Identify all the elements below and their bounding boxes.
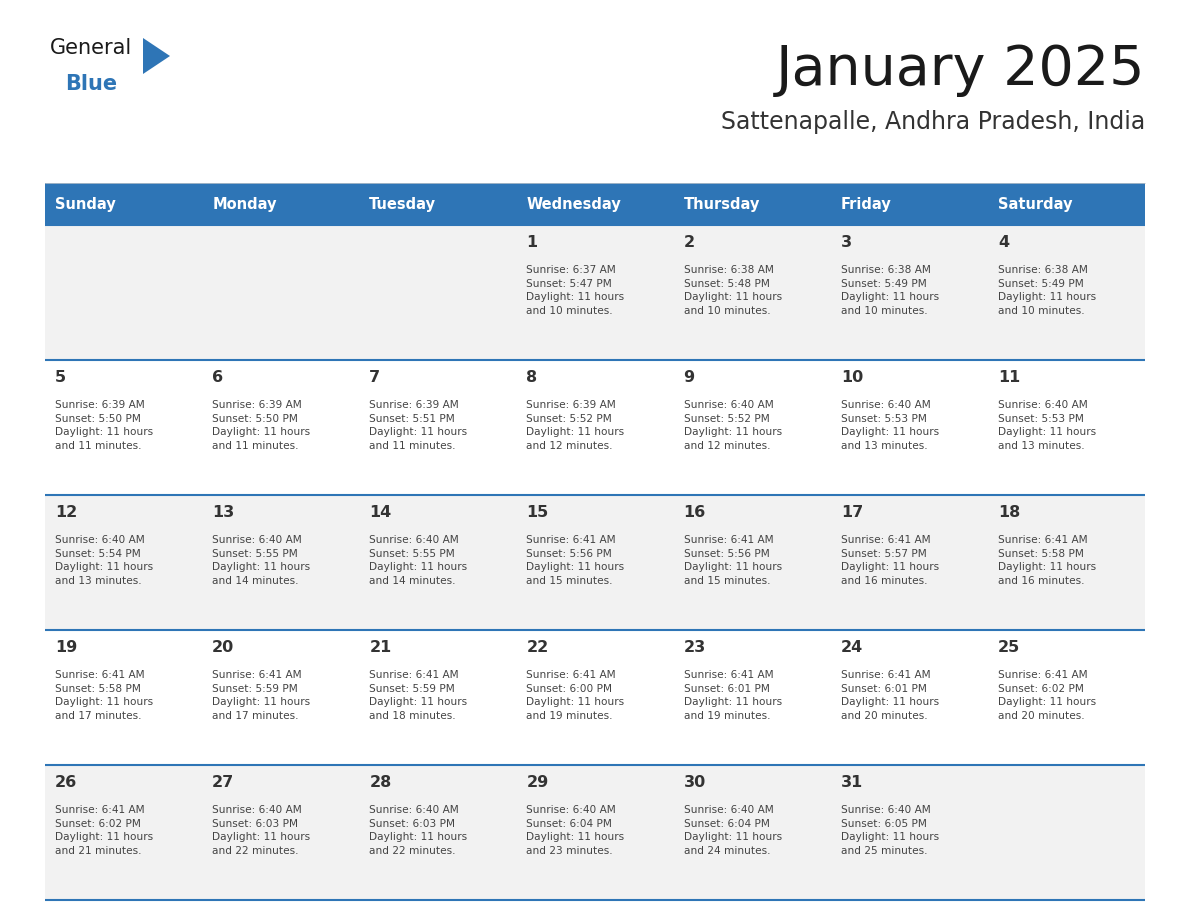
Bar: [359, 183, 517, 225]
Text: 26: 26: [55, 775, 77, 790]
Text: General: General: [50, 38, 132, 58]
Text: Thursday: Thursday: [683, 196, 760, 211]
Text: Sunrise: 6:40 AM
Sunset: 6:05 PM
Daylight: 11 hours
and 25 minutes.: Sunrise: 6:40 AM Sunset: 6:05 PM Dayligh…: [841, 805, 939, 856]
Text: Sunrise: 6:40 AM
Sunset: 5:53 PM
Daylight: 11 hours
and 13 minutes.: Sunrise: 6:40 AM Sunset: 5:53 PM Dayligh…: [841, 400, 939, 451]
Text: Monday: Monday: [213, 196, 277, 211]
Text: 4: 4: [998, 235, 1009, 250]
Text: Sunday: Sunday: [55, 196, 115, 211]
Bar: [988, 183, 1145, 225]
Text: 27: 27: [213, 775, 234, 790]
Bar: [45, 495, 1145, 630]
Text: Tuesday: Tuesday: [369, 196, 436, 211]
Text: Sunrise: 6:41 AM
Sunset: 5:58 PM
Daylight: 11 hours
and 16 minutes.: Sunrise: 6:41 AM Sunset: 5:58 PM Dayligh…: [998, 535, 1097, 586]
Text: Sunrise: 6:41 AM
Sunset: 5:57 PM
Daylight: 11 hours
and 16 minutes.: Sunrise: 6:41 AM Sunset: 5:57 PM Dayligh…: [841, 535, 939, 586]
Text: Blue: Blue: [65, 74, 118, 94]
Text: Sunrise: 6:40 AM
Sunset: 6:04 PM
Daylight: 11 hours
and 24 minutes.: Sunrise: 6:40 AM Sunset: 6:04 PM Dayligh…: [683, 805, 782, 856]
Text: 11: 11: [998, 370, 1020, 385]
Text: Sunrise: 6:40 AM
Sunset: 5:54 PM
Daylight: 11 hours
and 13 minutes.: Sunrise: 6:40 AM Sunset: 5:54 PM Dayligh…: [55, 535, 153, 586]
Text: 21: 21: [369, 640, 392, 655]
Text: Sunrise: 6:41 AM
Sunset: 6:02 PM
Daylight: 11 hours
and 20 minutes.: Sunrise: 6:41 AM Sunset: 6:02 PM Dayligh…: [998, 670, 1097, 721]
Text: Sunrise: 6:40 AM
Sunset: 6:04 PM
Daylight: 11 hours
and 23 minutes.: Sunrise: 6:40 AM Sunset: 6:04 PM Dayligh…: [526, 805, 625, 856]
Text: Sunrise: 6:40 AM
Sunset: 5:55 PM
Daylight: 11 hours
and 14 minutes.: Sunrise: 6:40 AM Sunset: 5:55 PM Dayligh…: [369, 535, 467, 586]
Text: 22: 22: [526, 640, 549, 655]
Text: Sunrise: 6:39 AM
Sunset: 5:50 PM
Daylight: 11 hours
and 11 minutes.: Sunrise: 6:39 AM Sunset: 5:50 PM Dayligh…: [213, 400, 310, 451]
Bar: [45, 183, 202, 225]
Text: 2: 2: [683, 235, 695, 250]
Text: 29: 29: [526, 775, 549, 790]
Text: Sunrise: 6:40 AM
Sunset: 5:52 PM
Daylight: 11 hours
and 12 minutes.: Sunrise: 6:40 AM Sunset: 5:52 PM Dayligh…: [683, 400, 782, 451]
Text: Sunrise: 6:41 AM
Sunset: 5:56 PM
Daylight: 11 hours
and 15 minutes.: Sunrise: 6:41 AM Sunset: 5:56 PM Dayligh…: [526, 535, 625, 586]
Text: Sunrise: 6:40 AM
Sunset: 6:03 PM
Daylight: 11 hours
and 22 minutes.: Sunrise: 6:40 AM Sunset: 6:03 PM Dayligh…: [213, 805, 310, 856]
Text: 8: 8: [526, 370, 537, 385]
Text: 30: 30: [683, 775, 706, 790]
Polygon shape: [143, 38, 170, 74]
Text: 25: 25: [998, 640, 1020, 655]
Text: Sunrise: 6:38 AM
Sunset: 5:48 PM
Daylight: 11 hours
and 10 minutes.: Sunrise: 6:38 AM Sunset: 5:48 PM Dayligh…: [683, 265, 782, 316]
Text: 7: 7: [369, 370, 380, 385]
Bar: [674, 183, 830, 225]
Text: Sunrise: 6:38 AM
Sunset: 5:49 PM
Daylight: 11 hours
and 10 minutes.: Sunrise: 6:38 AM Sunset: 5:49 PM Dayligh…: [998, 265, 1097, 316]
Text: Sunrise: 6:41 AM
Sunset: 5:56 PM
Daylight: 11 hours
and 15 minutes.: Sunrise: 6:41 AM Sunset: 5:56 PM Dayligh…: [683, 535, 782, 586]
Text: Sunrise: 6:41 AM
Sunset: 6:02 PM
Daylight: 11 hours
and 21 minutes.: Sunrise: 6:41 AM Sunset: 6:02 PM Dayligh…: [55, 805, 153, 856]
Text: Sunrise: 6:39 AM
Sunset: 5:50 PM
Daylight: 11 hours
and 11 minutes.: Sunrise: 6:39 AM Sunset: 5:50 PM Dayligh…: [55, 400, 153, 451]
Text: Wednesday: Wednesday: [526, 196, 621, 211]
Text: 16: 16: [683, 505, 706, 520]
Text: 5: 5: [55, 370, 67, 385]
Bar: [517, 183, 674, 225]
Bar: [45, 360, 1145, 495]
Bar: [202, 183, 359, 225]
Bar: [830, 183, 988, 225]
Text: Sunrise: 6:39 AM
Sunset: 5:51 PM
Daylight: 11 hours
and 11 minutes.: Sunrise: 6:39 AM Sunset: 5:51 PM Dayligh…: [369, 400, 467, 451]
Text: 13: 13: [213, 505, 234, 520]
Text: Sunrise: 6:39 AM
Sunset: 5:52 PM
Daylight: 11 hours
and 12 minutes.: Sunrise: 6:39 AM Sunset: 5:52 PM Dayligh…: [526, 400, 625, 451]
Text: Sunrise: 6:41 AM
Sunset: 6:01 PM
Daylight: 11 hours
and 20 minutes.: Sunrise: 6:41 AM Sunset: 6:01 PM Dayligh…: [841, 670, 939, 721]
Text: Sunrise: 6:41 AM
Sunset: 5:58 PM
Daylight: 11 hours
and 17 minutes.: Sunrise: 6:41 AM Sunset: 5:58 PM Dayligh…: [55, 670, 153, 721]
Text: January 2025: January 2025: [776, 43, 1145, 97]
Text: 28: 28: [369, 775, 392, 790]
Text: 20: 20: [213, 640, 234, 655]
Text: Sunrise: 6:41 AM
Sunset: 6:01 PM
Daylight: 11 hours
and 19 minutes.: Sunrise: 6:41 AM Sunset: 6:01 PM Dayligh…: [683, 670, 782, 721]
Text: 6: 6: [213, 370, 223, 385]
Text: 31: 31: [841, 775, 862, 790]
Text: Saturday: Saturday: [998, 196, 1073, 211]
Text: 17: 17: [841, 505, 862, 520]
Text: 23: 23: [683, 640, 706, 655]
Text: 15: 15: [526, 505, 549, 520]
Text: 14: 14: [369, 505, 392, 520]
Text: Sunrise: 6:41 AM
Sunset: 6:00 PM
Daylight: 11 hours
and 19 minutes.: Sunrise: 6:41 AM Sunset: 6:00 PM Dayligh…: [526, 670, 625, 721]
Text: Sunrise: 6:40 AM
Sunset: 5:53 PM
Daylight: 11 hours
and 13 minutes.: Sunrise: 6:40 AM Sunset: 5:53 PM Dayligh…: [998, 400, 1097, 451]
Text: Sunrise: 6:40 AM
Sunset: 6:03 PM
Daylight: 11 hours
and 22 minutes.: Sunrise: 6:40 AM Sunset: 6:03 PM Dayligh…: [369, 805, 467, 856]
Text: 19: 19: [55, 640, 77, 655]
Text: 1: 1: [526, 235, 537, 250]
Text: Sunrise: 6:37 AM
Sunset: 5:47 PM
Daylight: 11 hours
and 10 minutes.: Sunrise: 6:37 AM Sunset: 5:47 PM Dayligh…: [526, 265, 625, 316]
Bar: [45, 630, 1145, 765]
Bar: [45, 765, 1145, 900]
Text: 18: 18: [998, 505, 1020, 520]
Text: 10: 10: [841, 370, 862, 385]
Text: Sunrise: 6:41 AM
Sunset: 5:59 PM
Daylight: 11 hours
and 17 minutes.: Sunrise: 6:41 AM Sunset: 5:59 PM Dayligh…: [213, 670, 310, 721]
Text: 3: 3: [841, 235, 852, 250]
Text: Sunrise: 6:38 AM
Sunset: 5:49 PM
Daylight: 11 hours
and 10 minutes.: Sunrise: 6:38 AM Sunset: 5:49 PM Dayligh…: [841, 265, 939, 316]
Bar: [45, 225, 1145, 360]
Text: 9: 9: [683, 370, 695, 385]
Text: Friday: Friday: [841, 196, 891, 211]
Text: Sunrise: 6:40 AM
Sunset: 5:55 PM
Daylight: 11 hours
and 14 minutes.: Sunrise: 6:40 AM Sunset: 5:55 PM Dayligh…: [213, 535, 310, 586]
Text: 24: 24: [841, 640, 862, 655]
Text: Sattenapalle, Andhra Pradesh, India: Sattenapalle, Andhra Pradesh, India: [721, 110, 1145, 134]
Text: Sunrise: 6:41 AM
Sunset: 5:59 PM
Daylight: 11 hours
and 18 minutes.: Sunrise: 6:41 AM Sunset: 5:59 PM Dayligh…: [369, 670, 467, 721]
Text: 12: 12: [55, 505, 77, 520]
